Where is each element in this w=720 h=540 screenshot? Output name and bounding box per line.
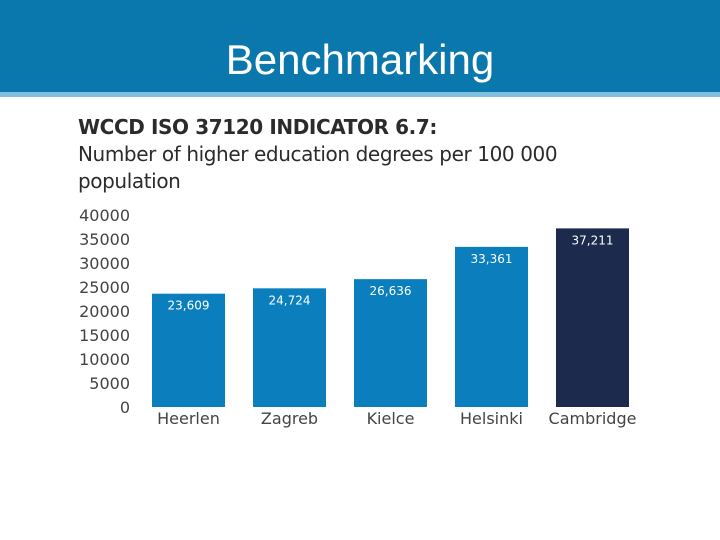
y-tick-label: 30000: [79, 254, 130, 273]
chart-title-block: WCCD ISO 37120 INDICATOR 6.7: Number of …: [78, 114, 638, 195]
data-label-cambridge: 37,211: [572, 233, 614, 247]
data-label-zagreb: 24,724: [269, 293, 311, 307]
y-tick-label: 20000: [79, 302, 130, 321]
slide-title: Benchmarking: [225, 36, 495, 83]
x-tick-label-kielce: Kielce: [367, 409, 415, 428]
y-tick-label: 25000: [79, 278, 130, 297]
y-tick-label: 0: [120, 398, 130, 417]
bar-heerlen: [152, 293, 225, 407]
x-tick-label-heerlen: Heerlen: [157, 409, 220, 428]
bar-kielce: [354, 279, 427, 407]
y-tick-label: 5000: [89, 374, 130, 393]
bar-zagreb: [253, 288, 326, 407]
header-divider: [0, 92, 720, 97]
x-tick-label-helsinki: Helsinki: [460, 409, 523, 428]
slide-header: [0, 0, 720, 92]
y-tick-label: 10000: [79, 350, 130, 369]
y-tick-label: 15000: [79, 326, 130, 345]
y-tick-label: 40000: [79, 206, 130, 225]
x-tick-label-cambridge: Cambridge: [549, 409, 637, 428]
bar-helsinki: [455, 246, 528, 407]
data-label-kielce: 26,636: [370, 284, 412, 298]
chart-title: WCCD ISO 37120 INDICATOR 6.7:: [78, 115, 437, 139]
data-label-helsinki: 33,361: [471, 252, 513, 266]
y-tick-label: 35000: [79, 230, 130, 249]
x-tick-label-zagreb: Zagreb: [261, 409, 318, 428]
chart-subtitle: Number of higher education degrees per 1…: [78, 142, 558, 193]
bar-cambridge: [556, 228, 629, 407]
data-label-heerlen: 23,609: [168, 299, 210, 313]
